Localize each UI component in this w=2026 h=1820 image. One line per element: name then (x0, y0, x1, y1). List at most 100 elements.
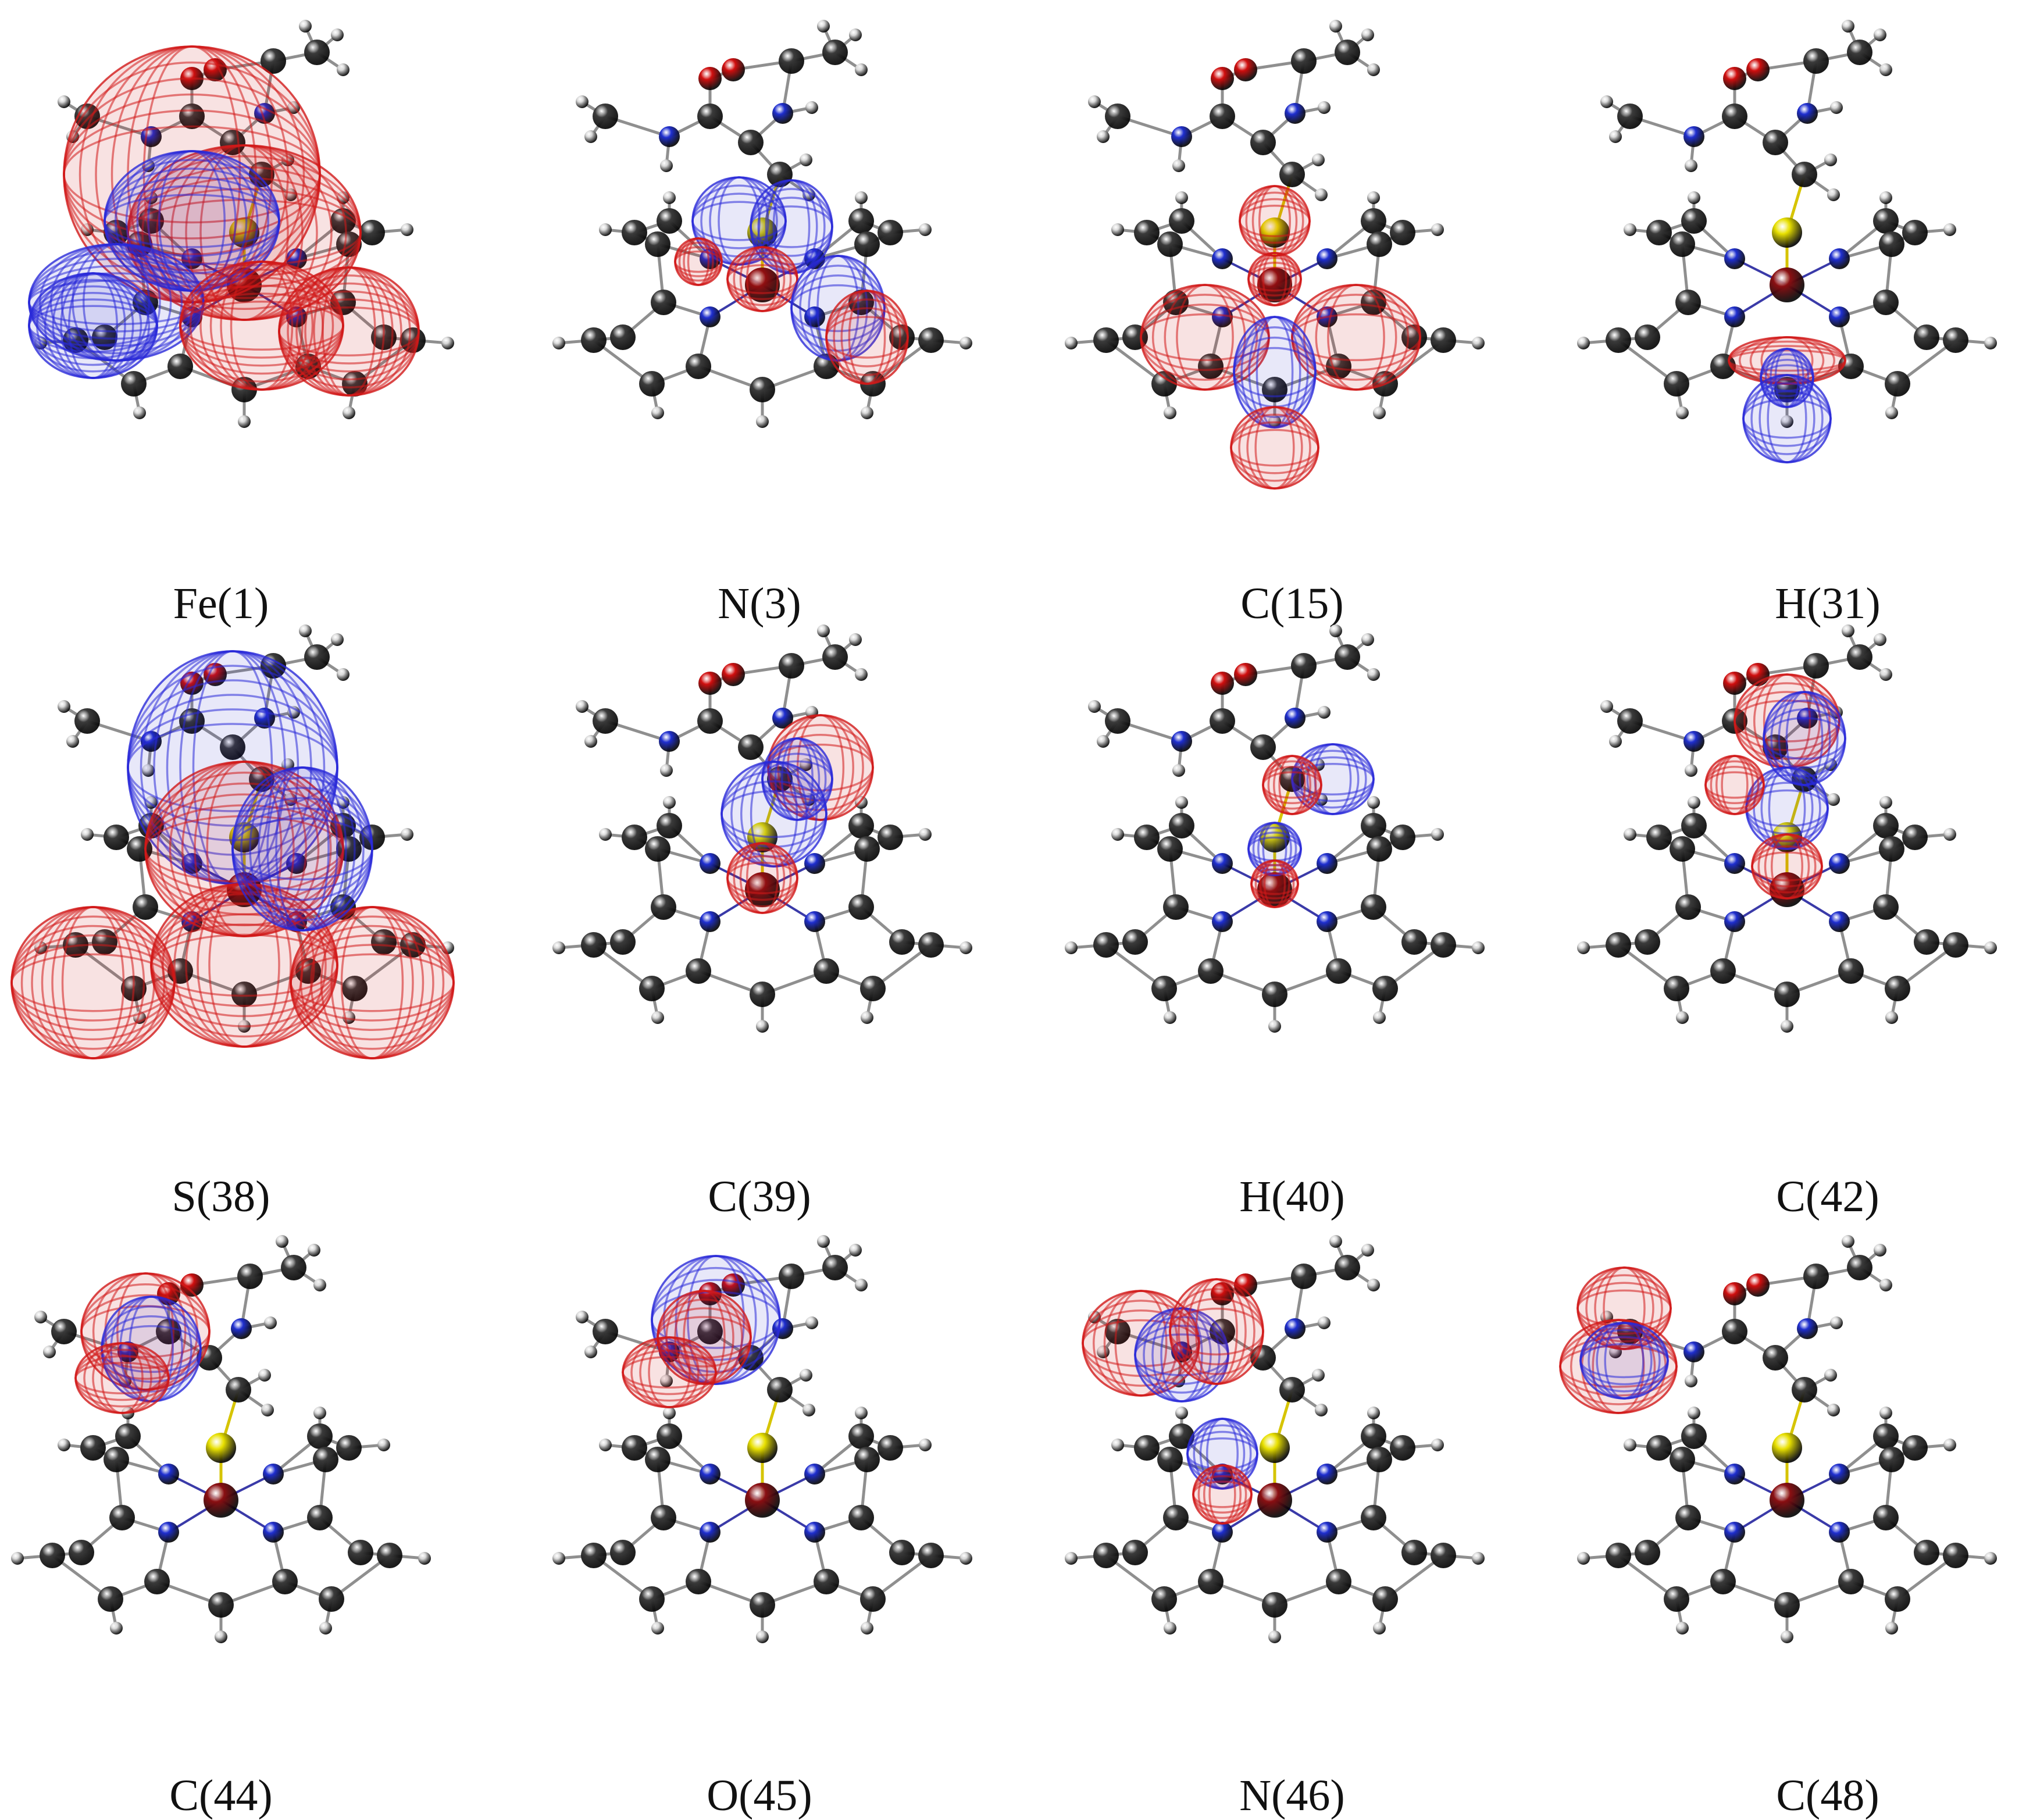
positive-lobe (1249, 253, 1301, 305)
mesh-line (1206, 1418, 1239, 1490)
panel-label: N(46) (1239, 1771, 1345, 1820)
atom-sphere (1902, 825, 1928, 850)
atom-sphere (659, 731, 680, 752)
atom-sphere (1943, 223, 1956, 236)
atom-sphere (622, 825, 647, 850)
atom-sphere (1874, 1244, 1886, 1257)
atom-sphere (918, 932, 944, 958)
positive-lobe (145, 762, 343, 936)
atom-sphere (1763, 1345, 1788, 1371)
atom-sphere (1600, 700, 1613, 713)
atom-sphere (1431, 1543, 1456, 1568)
atom-sphere (1624, 1439, 1636, 1451)
atom-sphere (1169, 208, 1194, 234)
panel-c15: C(15) (1013, 0, 1520, 626)
mesh-line (231, 817, 373, 881)
mesh-line (781, 737, 814, 821)
mesh-line (1082, 1319, 1200, 1368)
atom-sphere (1664, 371, 1689, 397)
atom-sphere (645, 231, 670, 257)
atom-sphere (1373, 1622, 1386, 1635)
atom-sphere (1212, 911, 1233, 932)
atom-sphere (1829, 306, 1850, 327)
atom-sphere (878, 825, 903, 850)
mesh-line (691, 201, 787, 241)
atom-sphere (237, 1264, 263, 1289)
atom-sphere (1577, 1552, 1590, 1565)
atom-sphere (804, 853, 825, 874)
atom-sphere (43, 1346, 56, 1358)
atom-sphere (1212, 1522, 1233, 1543)
density-surface (28, 45, 420, 397)
atom-sphere (1198, 958, 1224, 984)
atom-sphere (918, 327, 944, 353)
mesh-line (1728, 349, 1846, 372)
positive-lobe (1263, 756, 1321, 814)
atom-sphere (263, 1522, 284, 1543)
atom-sphere (1600, 95, 1613, 108)
atom-sphere (1097, 735, 1110, 748)
atom-sphere (313, 1279, 326, 1291)
atom-sphere (121, 371, 147, 397)
atom-sphere (1646, 825, 1672, 850)
atom-sphere (772, 103, 793, 124)
atom-sphere (848, 1423, 874, 1449)
negative-lobe (29, 273, 157, 378)
mesh-line (206, 761, 283, 937)
mesh-line (750, 761, 798, 868)
panel-label: C(39) (708, 1172, 811, 1221)
mesh-line (1763, 717, 1846, 760)
atom-sphere (1842, 1235, 1854, 1248)
atom-sphere (622, 220, 647, 245)
atom-sphere (1335, 1255, 1360, 1280)
positive-lobe (12, 907, 174, 1058)
atom-sphere (1797, 103, 1818, 124)
atom-sphere (1676, 1011, 1689, 1024)
atom-sphere (610, 1540, 636, 1565)
atom-sphere (1326, 1569, 1351, 1594)
density-surface (10, 650, 455, 1059)
mesh-line (1262, 252, 1287, 306)
atom-sphere (1157, 231, 1183, 257)
atom-sphere (1175, 191, 1188, 204)
mesh-line (1114, 1290, 1168, 1397)
mesh-line (1704, 771, 1765, 799)
atom-sphere (337, 63, 349, 76)
atom-sphere (1830, 1316, 1843, 1329)
atom-sphere (1234, 663, 1257, 686)
molecule-image (11, 1235, 431, 1643)
atom-sphere (331, 28, 344, 41)
atom-sphere (1373, 406, 1386, 419)
mesh-line (746, 842, 779, 914)
atom-sphere (66, 735, 79, 748)
positive-lobe (1240, 186, 1310, 256)
panel-fe1: Fe(1) (0, 0, 506, 626)
atom-sphere (584, 1346, 597, 1358)
panel-label: C(42) (1776, 1172, 1879, 1221)
atom-sphere (1097, 130, 1110, 143)
atom-sphere (1093, 327, 1119, 353)
mesh-line (1604, 1322, 1645, 1400)
atom-sphere (1879, 231, 1904, 257)
atom-sphere (657, 813, 682, 838)
positive-lobe (1193, 1465, 1251, 1523)
atom-sphere (1257, 1483, 1292, 1518)
atom-sphere (750, 982, 775, 1007)
atom-sphere (750, 377, 775, 402)
atom-sphere (80, 1435, 106, 1461)
mesh-line (825, 316, 909, 359)
density-surface (1704, 673, 1846, 900)
atom-sphere (1724, 853, 1745, 874)
atom-sphere (1685, 1375, 1697, 1387)
atom-sphere (313, 1447, 338, 1472)
atom-sphere (756, 415, 769, 428)
atom-sphere (1291, 48, 1317, 74)
atom-sphere (1367, 836, 1392, 862)
atom-sphere (115, 1423, 141, 1449)
atom-sphere (1781, 1020, 1793, 1033)
mesh-line (674, 250, 723, 273)
atom-sphere (1088, 700, 1101, 713)
atom-sphere (1723, 1282, 1746, 1305)
positive-lobe (76, 1343, 169, 1413)
atom-sphere (960, 941, 972, 954)
